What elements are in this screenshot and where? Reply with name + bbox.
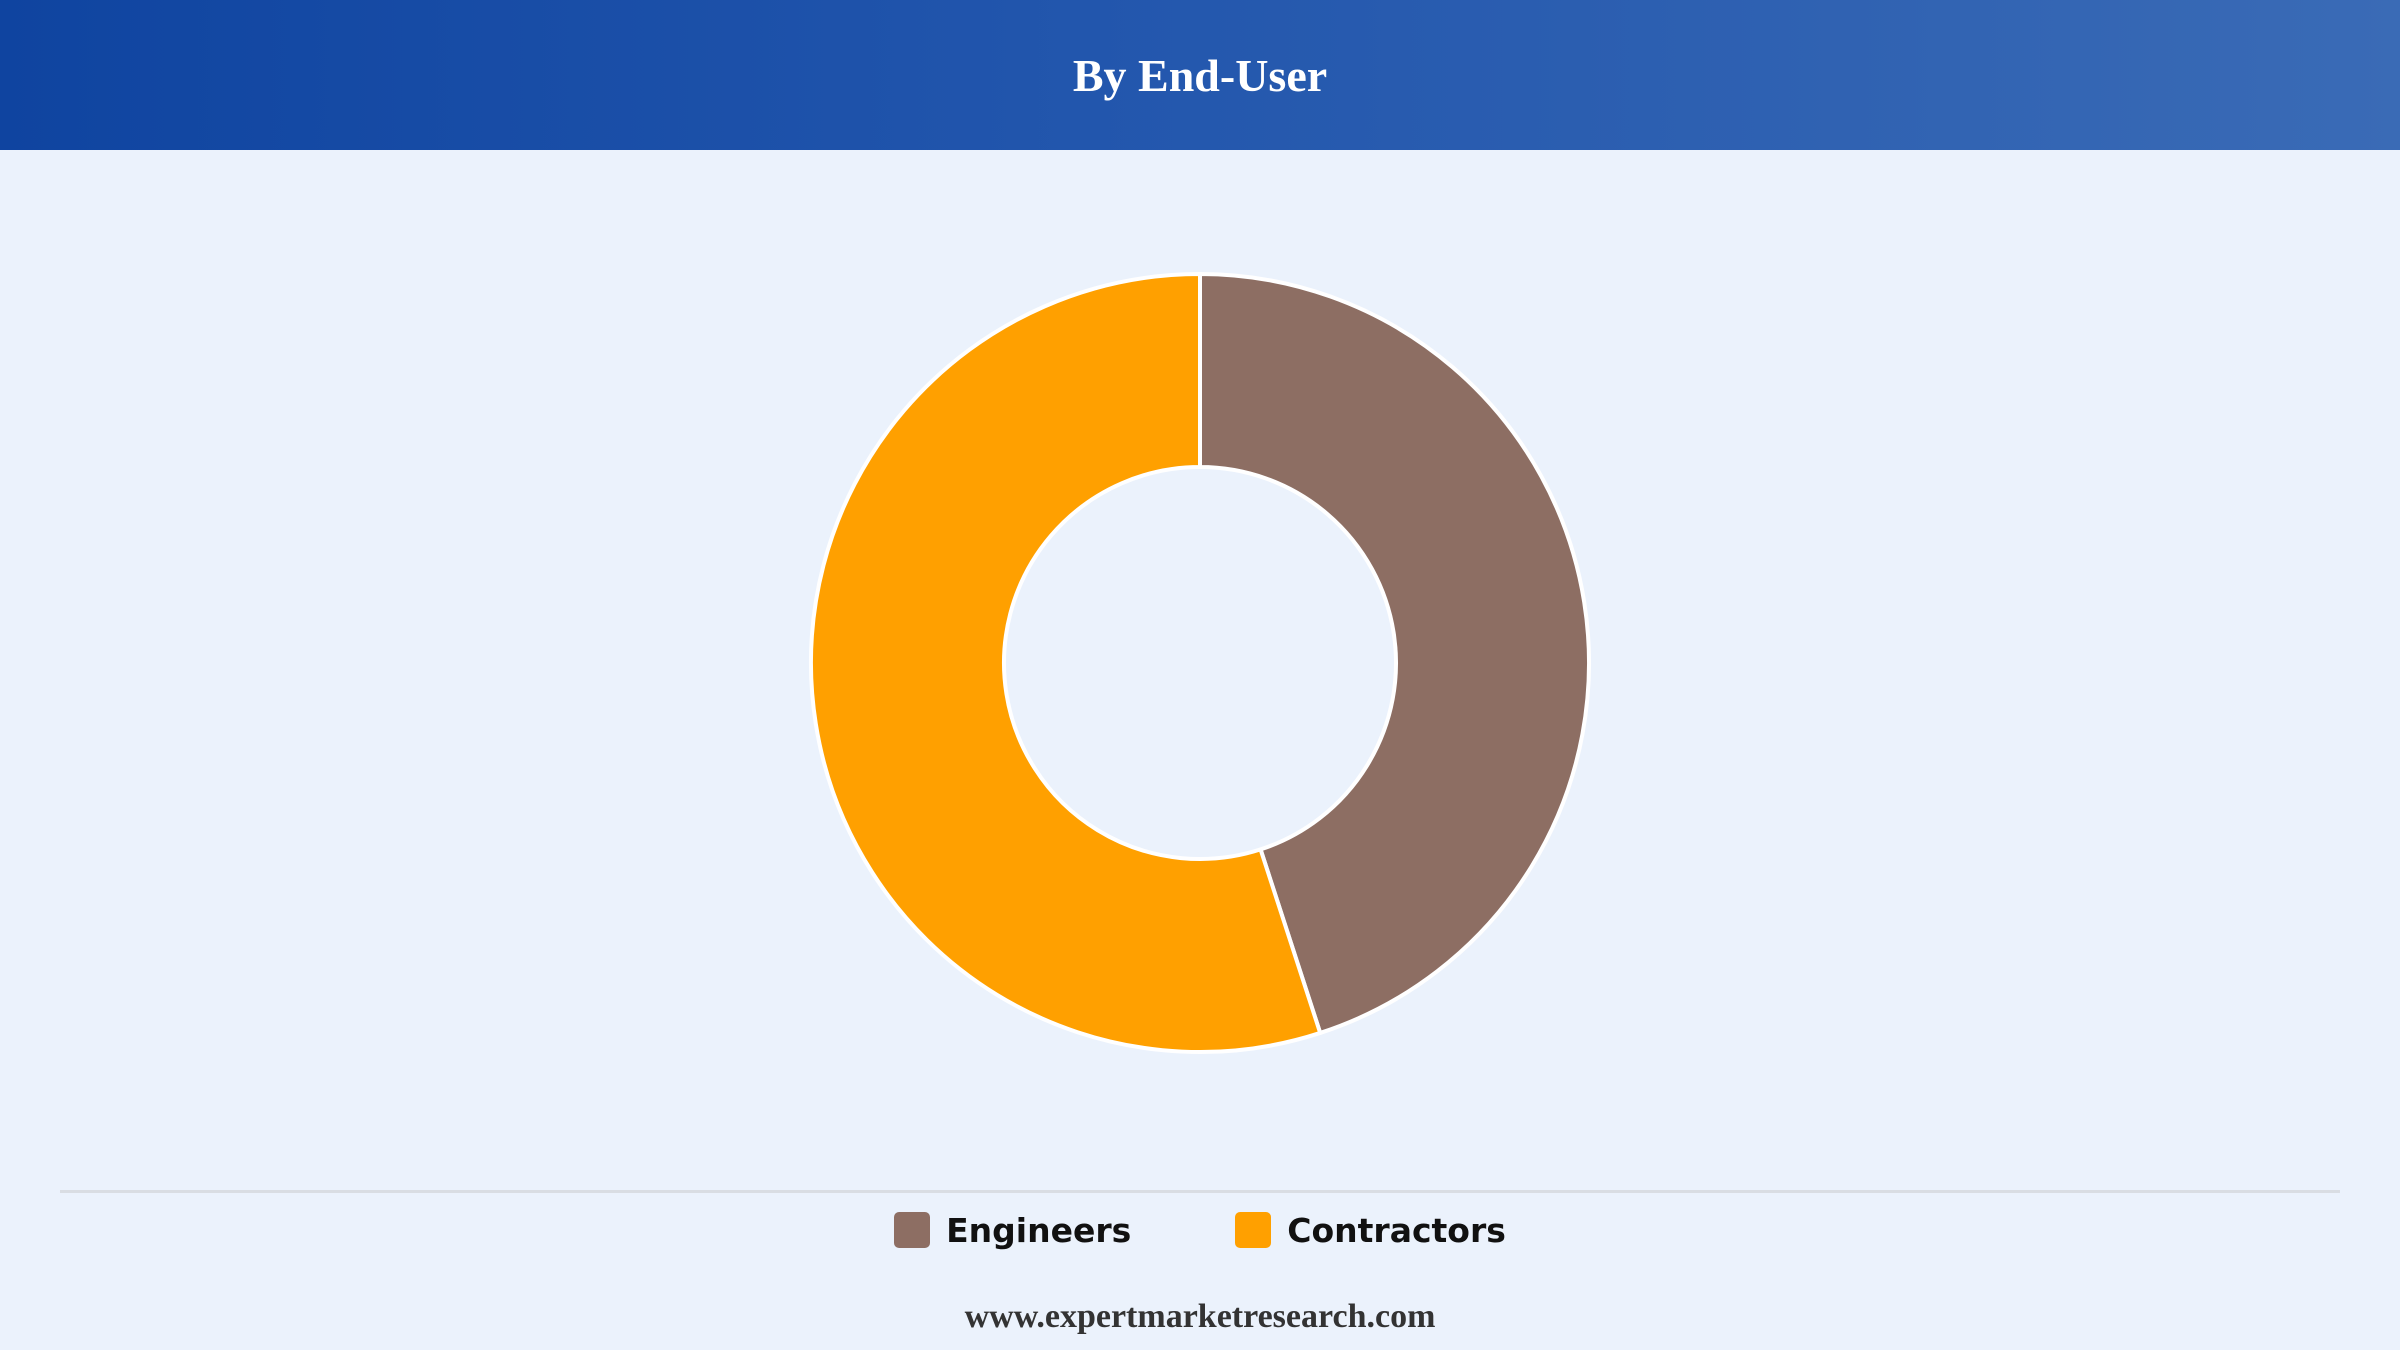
header-banner: By End-User [0,0,2400,150]
legend-item-engineers[interactable]: Engineers [894,1211,1131,1250]
legend-label-engineers: Engineers [946,1210,1132,1250]
legend-item-contractors[interactable]: Contractors [1235,1211,1506,1250]
legend: Engineers Contractors [0,1208,2400,1252]
legend-swatch-engineers [894,1212,931,1248]
legend-divider [60,1190,2340,1193]
donut-slice-contractors[interactable] [809,272,1323,1054]
footer-website[interactable]: www.expertmarketresearch.com [964,1298,1436,1335]
donut-slice-engineers[interactable] [1198,272,1591,1035]
legend-swatch-contractors [1235,1212,1272,1248]
chart-title: By End-User [1072,49,1328,101]
legend-label-contractors: Contractors [1287,1210,1506,1250]
